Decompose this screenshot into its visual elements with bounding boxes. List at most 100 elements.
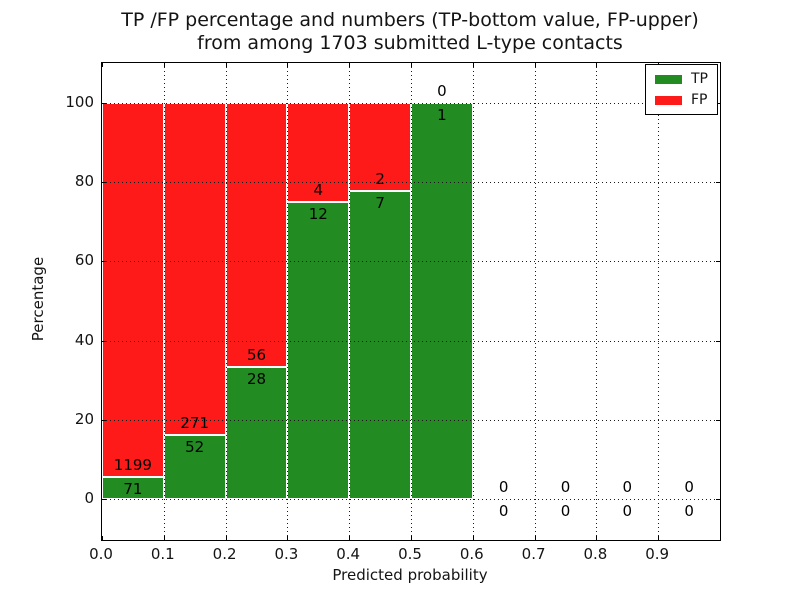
y-tick-left bbox=[102, 261, 106, 263]
fp-count-label: 4 bbox=[313, 180, 324, 199]
y-tick-label: 100 bbox=[65, 92, 94, 111]
tp-bar-segment bbox=[163, 435, 226, 500]
tp-count-label: 0 bbox=[622, 502, 633, 521]
vertical-gridline bbox=[349, 63, 351, 540]
x-tick-label: 0.1 bbox=[150, 545, 175, 563]
x-tick-top bbox=[411, 63, 412, 67]
fp-count-label: 2 bbox=[375, 169, 385, 188]
tp-bar-segment bbox=[411, 102, 473, 500]
x-tick-bottom bbox=[534, 536, 536, 540]
fp-color-swatch bbox=[655, 95, 682, 105]
tp-count-label: 52 bbox=[185, 438, 205, 457]
x-tick-label: 0.4 bbox=[336, 545, 361, 563]
legend-label-tp: TP bbox=[691, 71, 708, 87]
fp-bar-segment bbox=[225, 102, 288, 367]
vertical-gridline bbox=[658, 63, 660, 540]
legend: TP FP bbox=[645, 64, 718, 115]
x-tick-top bbox=[596, 63, 598, 67]
vertical-gridline bbox=[163, 63, 165, 540]
x-tick-bottom bbox=[596, 536, 598, 540]
y-tick-label: 0 bbox=[84, 489, 94, 508]
y-tick-right bbox=[716, 340, 720, 342]
horizontal-gridline bbox=[102, 340, 720, 342]
vertical-gridline bbox=[534, 63, 536, 540]
y-tick-left bbox=[102, 499, 106, 501]
tp-count-label: 71 bbox=[123, 479, 143, 498]
x-tick-top bbox=[163, 63, 165, 67]
x-tick-label: 0.2 bbox=[212, 545, 237, 563]
x-tick-top bbox=[472, 63, 474, 67]
x-axis-label: Predicted probability bbox=[332, 566, 488, 584]
fp-count-label: 0 bbox=[560, 478, 571, 497]
vertical-gridline bbox=[287, 63, 289, 540]
tp-count-label: 0 bbox=[684, 502, 694, 521]
x-tick-label: 0.8 bbox=[583, 545, 608, 563]
x-tick-bottom bbox=[225, 536, 227, 540]
tp-count-label: 0 bbox=[560, 502, 571, 521]
y-tick-label: 20 bbox=[74, 409, 94, 428]
y-tick-right bbox=[716, 102, 720, 104]
y-tick-label: 60 bbox=[74, 251, 94, 270]
chart-title-line2: from among 1703 submitted L-type contact… bbox=[197, 32, 623, 54]
tp-count-label: 12 bbox=[308, 204, 328, 223]
y-tick-left bbox=[102, 340, 106, 342]
tp-bar-segment bbox=[349, 190, 411, 500]
fp-bar-segment bbox=[102, 102, 164, 477]
x-tick-top bbox=[534, 63, 536, 67]
y-tick-left bbox=[102, 419, 106, 421]
y-tick-left bbox=[102, 181, 106, 183]
tp-bar-segment bbox=[287, 201, 350, 500]
x-tick-top bbox=[102, 63, 103, 67]
y-tick-right bbox=[716, 499, 720, 501]
horizontal-gridline bbox=[102, 419, 720, 421]
fp-count-label: 56 bbox=[246, 346, 267, 364]
y-tick-left bbox=[102, 102, 106, 104]
x-tick-bottom bbox=[287, 536, 289, 540]
y-tick-right bbox=[716, 181, 720, 183]
x-tick-bottom bbox=[472, 536, 474, 540]
x-tick-bottom bbox=[411, 536, 412, 540]
fp-count-label: 0 bbox=[437, 81, 447, 100]
tp-bar-segment bbox=[102, 476, 164, 500]
fp-count-label: 1199 bbox=[113, 455, 152, 474]
tp-count-label: 7 bbox=[375, 193, 385, 212]
x-tick-bottom bbox=[349, 536, 351, 540]
y-axis-label: Percentage bbox=[29, 256, 47, 342]
fp-count-label: 0 bbox=[622, 478, 633, 497]
y-tick-right bbox=[716, 419, 720, 421]
fp-bar-segment bbox=[163, 102, 226, 436]
x-tick-bottom bbox=[163, 536, 165, 540]
tp-count-label: 1 bbox=[437, 105, 447, 124]
x-tick-top bbox=[349, 63, 351, 67]
legend-item-tp: TP bbox=[655, 72, 708, 86]
y-tick-right bbox=[716, 261, 720, 263]
fp-count-label: 0 bbox=[684, 478, 694, 497]
x-tick-top bbox=[225, 63, 227, 67]
x-tick-label: 0.9 bbox=[645, 545, 670, 563]
x-tick-label: 0.0 bbox=[89, 545, 113, 563]
x-tick-label: 0.7 bbox=[521, 545, 546, 563]
tp-color-swatch bbox=[655, 74, 682, 84]
x-tick-bottom bbox=[658, 536, 660, 540]
horizontal-gridline bbox=[102, 261, 720, 263]
tp-bar-segment bbox=[225, 367, 288, 500]
horizontal-gridline bbox=[102, 102, 720, 104]
chart-title: TP /FP percentage and numbers (TP-bottom… bbox=[110, 9, 710, 55]
x-tick-label: 0.6 bbox=[459, 545, 484, 563]
x-tick-top bbox=[287, 63, 289, 67]
tp-count-label: 28 bbox=[246, 370, 267, 388]
horizontal-gridline bbox=[102, 181, 720, 183]
fp-count-label: 0 bbox=[498, 478, 509, 497]
plot-area: 1199 71 271 52 56 28 4 12 2 7 0 1 0 0 0 0 0 0 0 0 bbox=[101, 62, 721, 541]
legend-item-fp: FP bbox=[655, 93, 708, 107]
vertical-gridline bbox=[225, 63, 227, 540]
legend-label-fp: FP bbox=[691, 92, 708, 108]
tp-count-label: 0 bbox=[498, 502, 509, 521]
vertical-gridline bbox=[472, 63, 474, 540]
y-tick-label: 80 bbox=[74, 171, 94, 190]
x-tick-label: 0.3 bbox=[274, 545, 299, 563]
y-tick-label: 40 bbox=[74, 330, 94, 349]
x-tick-bottom bbox=[102, 536, 103, 540]
horizontal-gridline bbox=[102, 499, 720, 501]
